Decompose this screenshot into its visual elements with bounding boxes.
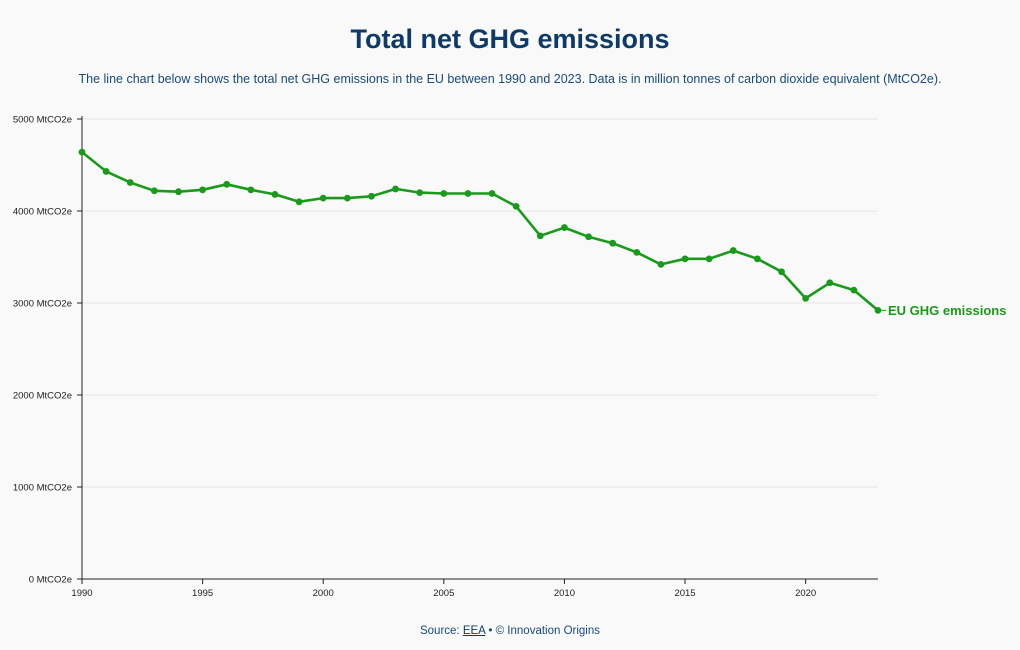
x-tick-label: 2010 [554,588,575,599]
data-point[interactable] [753,255,761,263]
y-tick-label: 1000 MtCO2e [13,483,72,494]
series-line [81,151,879,312]
data-point[interactable] [271,191,279,198]
data-point[interactable] [78,148,86,156]
data-point[interactable] [295,198,303,206]
data-point[interactable] [536,232,544,240]
data-point[interactable] [126,179,134,186]
x-tick-label: 2020 [795,588,816,599]
source-note: Source: EEA • © Innovation Origins [0,625,1020,637]
x-tick-label: 2000 [313,588,334,599]
data-point[interactable] [488,190,496,197]
data-point[interactable] [826,279,834,287]
data-point[interactable] [247,186,255,194]
series-label: EU GHG emissions [888,303,1006,318]
y-tick-label: 0 MtCO2e [29,575,72,586]
data-point[interactable] [585,233,592,241]
data-point[interactable] [464,190,472,197]
source-prefix: Source: [419,625,460,637]
data-point[interactable] [850,286,858,294]
data-point[interactable] [175,188,182,196]
data-point[interactable] [368,192,375,200]
y-tick-label: 4000 MtCO2e [13,207,72,218]
source-link-eea[interactable]: EEA [462,625,486,637]
y-tick-label: 2000 MtCO2e [13,391,72,402]
data-point[interactable] [150,187,158,195]
data-point[interactable] [802,295,810,302]
data-point[interactable] [199,186,207,194]
data-point[interactable] [440,190,448,197]
chart-subtitle: The line chart below shows the total net… [78,72,942,86]
data-point[interactable] [102,168,110,175]
data-point[interactable] [657,260,665,268]
grid-lines [82,118,878,488]
data-point[interactable] [561,224,568,231]
data-point[interactable] [778,268,785,276]
data-point[interactable] [223,180,231,188]
x-tick-label: 2005 [433,588,454,599]
chart-title: Total net GHG emissions [350,24,670,54]
data-point[interactable] [343,194,351,202]
x-tick-label: 1990 [71,588,92,599]
source-suffix: • © Innovation Origins [488,625,601,637]
x-tick-label: 2015 [674,588,695,599]
data-point[interactable] [874,306,882,314]
x-tick-label: 1995 [192,588,213,599]
data-point[interactable] [609,239,617,247]
axes: 0 MtCO2e 1000 MtCO2e 2000 MtCO2e 3000 MtCO2… [13,115,878,599]
y-tick-label: 3000 MtCO2e [13,299,72,310]
data-point[interactable] [512,203,520,210]
data-point[interactable] [705,255,713,263]
y-tick-label: 5000 MtCO2e [13,115,72,126]
data-point[interactable] [729,247,737,254]
data-point[interactable] [681,255,689,263]
data-point[interactable] [392,185,399,193]
series-layer: EU GHG emissions [78,148,1006,318]
data-point[interactable] [633,249,641,256]
data-point[interactable] [416,189,424,197]
data-point[interactable] [319,194,327,202]
